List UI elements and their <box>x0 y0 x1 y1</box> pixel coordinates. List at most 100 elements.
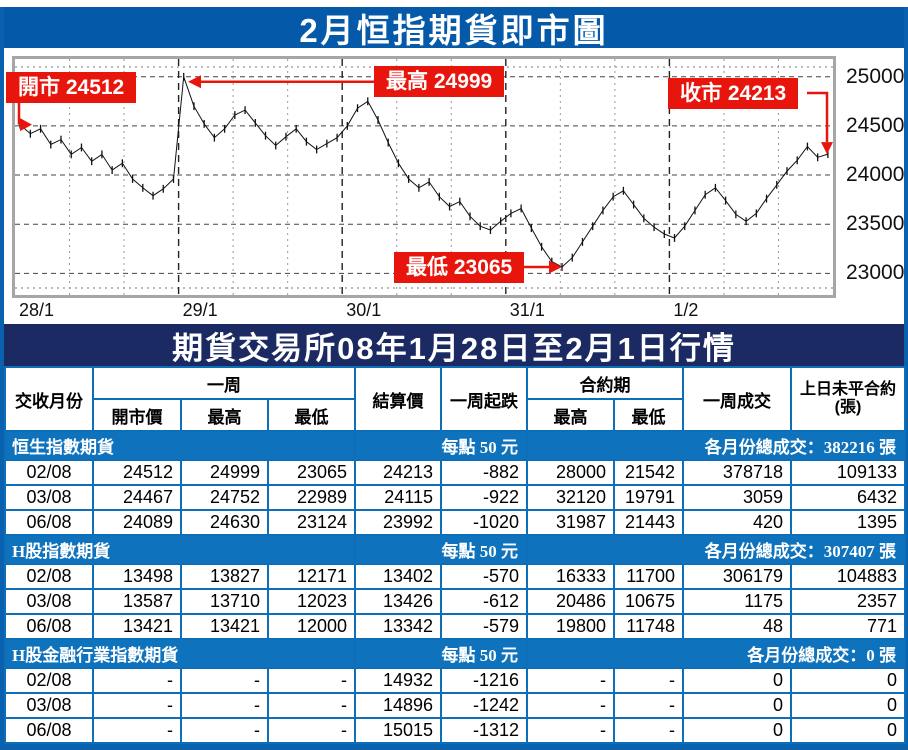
section-header-row: 恒生指數期貨 每點 50 元各月份總成交：382216 張 <box>4 430 906 461</box>
low-annotation-label: 最低 23065 <box>406 256 513 279</box>
value-cell: 24752 <box>180 484 269 511</box>
data-row: 06/08- - -15015 -1312- -0 0 <box>4 717 906 744</box>
value-cell: -612 <box>440 588 528 615</box>
data-row: 02/08- - -14932 -1216- -0 0 <box>4 667 906 694</box>
col-header-contract-low: 最低 <box>613 398 684 432</box>
value-cell: 1175 <box>682 588 792 615</box>
data-row: 02/08 24512 24999 23065 24213 -882 28000 21542 3… <box>4 459 906 486</box>
data-row: 03/08 24467 24752 22989 24115 -922 32120 19791 3… <box>4 484 906 511</box>
close-arrow-line <box>807 91 829 143</box>
value-cell: 6432 <box>790 484 906 511</box>
value-cell: -1216 <box>440 667 528 694</box>
value-cell: 13402 <box>354 563 442 590</box>
value-cell: 771 <box>790 613 906 640</box>
value-cell: - <box>92 717 182 744</box>
low-arrow-head <box>549 260 562 274</box>
section-name: H股金融行業指數期貨 <box>4 638 356 669</box>
month-cell: 06/08 <box>4 509 94 536</box>
col-header-week-high: 最高 <box>180 398 269 432</box>
value-cell: - <box>267 667 356 694</box>
value-cell: -882 <box>440 459 528 486</box>
close-annotation-label: 收市 24213 <box>680 82 787 105</box>
open-annotation-label: 開市 24512 <box>18 76 125 99</box>
price-line <box>19 76 829 268</box>
value-cell: - <box>613 667 684 694</box>
open-annotation: 開市 24512 <box>6 72 137 103</box>
page: 2月恒指期貨即市圖 開市 24512 最高 24999 收市 24213 最低 … <box>0 7 908 750</box>
month-cell: 06/08 <box>4 613 94 640</box>
col-header-open-interest: 上日未平合約 (張) <box>790 366 906 432</box>
value-cell: -1020 <box>440 509 528 536</box>
high-annotation-label: 最高 24999 <box>386 70 493 93</box>
value-cell: - <box>526 717 615 744</box>
value-cell: 24115 <box>354 484 442 511</box>
close-annotation: 收市 24213 <box>668 78 799 109</box>
x-tick-label: 30/1 <box>346 300 382 320</box>
col-header-open-interest-line2: (張) <box>834 399 862 416</box>
month-cell: 06/08 <box>4 717 94 744</box>
close-arrow-head <box>821 142 833 155</box>
value-cell: 24630 <box>180 509 269 536</box>
col-header-week-change: 一周起跌 <box>440 366 528 432</box>
y-tick-label: 23000 <box>846 261 905 285</box>
value-cell: 16333 <box>526 563 615 590</box>
value-cell: 13710 <box>180 588 269 615</box>
month-cell: 03/08 <box>4 484 94 511</box>
value-cell: 12000 <box>267 613 356 640</box>
low-annotation: 最低 23065 <box>394 252 525 283</box>
value-cell: 104883 <box>790 563 906 590</box>
data-row: 06/08 13421 13421 12000 13342 -579 19800 11748 4… <box>4 613 906 640</box>
value-cell: 12023 <box>267 588 356 615</box>
col-header-week-low: 最低 <box>267 398 356 432</box>
value-cell: 14932 <box>354 667 442 694</box>
value-cell: 13498 <box>92 563 182 590</box>
value-cell: - <box>180 717 269 744</box>
value-cell: -922 <box>440 484 528 511</box>
month-cell: 02/08 <box>4 667 94 694</box>
col-header-open-interest-line1: 上日未平合約 <box>799 381 896 399</box>
y-tick-label: 23500 <box>846 212 905 236</box>
col-header-week-volume: 一周成交 <box>682 366 792 432</box>
value-cell: 10675 <box>613 588 684 615</box>
value-cell: 24512 <box>92 459 182 486</box>
data-row: 03/08 13587 13710 12023 13426 -612 20486 10675 1… <box>4 588 906 615</box>
intraday-chart-panel: 開市 24512 最高 24999 收市 24213 最低 23065 2500… <box>4 48 904 324</box>
section-header-row: H股金融行業指數期貨 每點 50 元各月份總成交：0 張 <box>4 638 906 669</box>
value-cell: - <box>180 667 269 694</box>
value-cell: 23065 <box>267 459 356 486</box>
data-row: 06/08 24089 24630 23124 23992 -1020 31987 21443… <box>4 509 906 536</box>
value-cell: 22989 <box>267 484 356 511</box>
value-cell: 11748 <box>613 613 684 640</box>
value-cell: 420 <box>682 509 792 536</box>
month-cell: 03/08 <box>4 588 94 615</box>
value-cell: 24213 <box>354 459 442 486</box>
value-cell: - <box>267 717 356 744</box>
x-tick-label: 28/1 <box>19 300 55 320</box>
value-cell: 15015 <box>354 717 442 744</box>
value-cell: 0 <box>682 667 792 694</box>
x-tick-label: 29/1 <box>182 300 218 320</box>
x-tick-label: 31/1 <box>509 300 545 320</box>
y-tick-label: 24500 <box>846 113 905 137</box>
value-cell: 20486 <box>526 588 615 615</box>
section-name: 恒生指數期貨 <box>4 430 356 461</box>
value-cell: 12171 <box>267 563 356 590</box>
table-title-bar: 期貨交易所08年1月28日至2月1日行情 <box>4 324 904 366</box>
value-cell: 23124 <box>267 509 356 536</box>
value-cell: 13426 <box>354 588 442 615</box>
section-point-value: 每點 50 元 <box>354 430 528 461</box>
value-cell: 13342 <box>354 613 442 640</box>
value-cell: - <box>92 667 182 694</box>
value-cell: 13827 <box>180 563 269 590</box>
high-annotation: 最高 24999 <box>374 66 505 97</box>
value-cell: -1312 <box>440 717 528 744</box>
value-cell: - <box>526 667 615 694</box>
value-cell: 109133 <box>790 459 906 486</box>
value-cell: 19800 <box>526 613 615 640</box>
col-header-settlement: 結算價 <box>354 366 442 432</box>
value-cell: -579 <box>440 613 528 640</box>
value-cell: 24999 <box>180 459 269 486</box>
value-cell: 378718 <box>682 459 792 486</box>
x-tick-label: 1/2 <box>673 300 699 320</box>
section-total-volume: 各月份總成交：382216 張 <box>526 430 906 461</box>
